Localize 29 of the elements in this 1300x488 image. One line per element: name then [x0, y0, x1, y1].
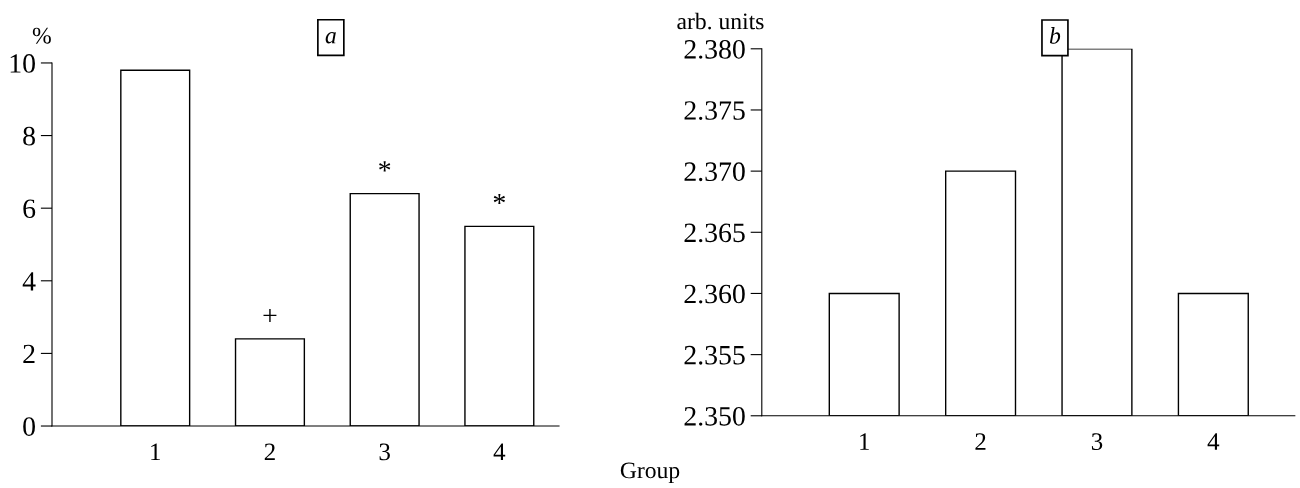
y-tick-label: 8 — [23, 126, 35, 146]
y-tick-label: 2 — [23, 344, 35, 364]
x-tick-label: 4 — [493, 443, 506, 461]
y-tick-label: 2.365 — [684, 223, 745, 243]
x-tick-label: 4 — [1207, 433, 1220, 450]
y-tick-label: 2.355 — [684, 345, 745, 365]
x-tick-label: 1 — [151, 443, 160, 461]
chart-title: a — [325, 32, 336, 44]
y-tick-label: 4 — [22, 272, 36, 291]
annotation: * — [493, 193, 505, 205]
x-tick-label: 3 — [1091, 433, 1103, 451]
y-tick-label: 2.370 — [684, 162, 745, 182]
annotation: * — [379, 161, 391, 172]
annotation: + — [263, 308, 277, 322]
y-axis-title: arb. units — [677, 12, 764, 30]
x-tick-label: 2 — [264, 443, 275, 461]
chart-title: b — [1049, 27, 1061, 44]
y-tick-label: 2.360 — [684, 284, 745, 304]
x-tick-label: 2 — [975, 433, 986, 450]
x-tick-label: 3 — [379, 443, 390, 461]
y-tick-label: 0 — [23, 417, 35, 436]
x-tick-label: 1 — [860, 433, 869, 450]
y-tick-label: 2.350 — [684, 406, 745, 426]
y-tick-label: 10 — [10, 54, 35, 73]
y-tick-label: 2.375 — [684, 101, 745, 120]
x-axis-title: Group — [620, 462, 680, 484]
y-axis-title: % — [32, 27, 51, 44]
y-tick-label: 2.380 — [684, 39, 745, 59]
y-tick-label: 6 — [23, 199, 36, 219]
